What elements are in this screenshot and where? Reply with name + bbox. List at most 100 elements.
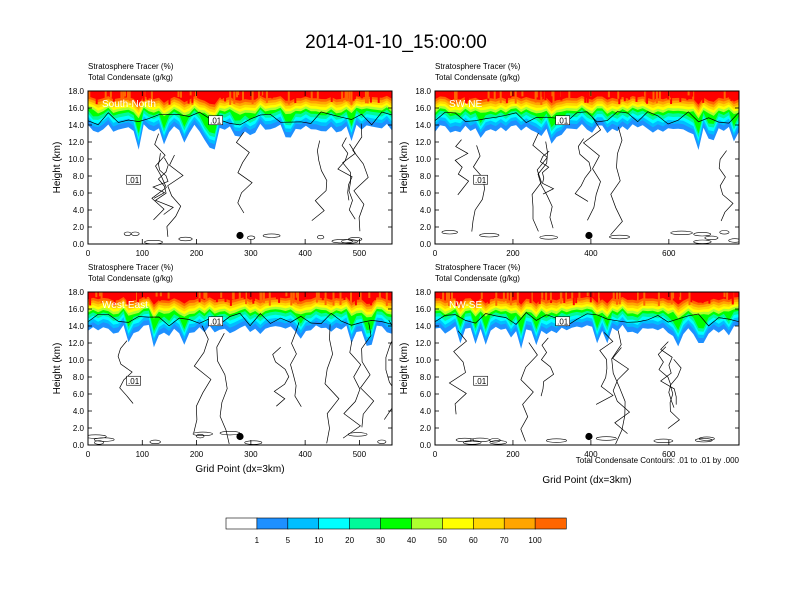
condensate-contour xyxy=(670,230,693,235)
tracer-streak xyxy=(330,91,333,102)
tracer-streak xyxy=(260,292,263,301)
y-tick-label: 12.0 xyxy=(415,339,431,348)
tracer-streak xyxy=(603,292,606,297)
x-tick-label: 200 xyxy=(506,249,520,258)
colorbar-cell xyxy=(503,517,536,530)
tracer-streak xyxy=(370,292,372,306)
condensate-contour xyxy=(537,141,554,229)
y-tick-label: 6.0 xyxy=(420,390,432,399)
tracer-streak xyxy=(506,292,509,303)
tracer-streak xyxy=(544,91,547,100)
tracer-band xyxy=(88,91,392,105)
tracer-streak xyxy=(251,91,254,105)
tracer-streak xyxy=(509,292,512,305)
tracer-streak xyxy=(599,292,602,299)
tracer-streak xyxy=(643,292,646,306)
tracer-streak xyxy=(158,292,161,301)
x-tick-label: 200 xyxy=(506,450,520,459)
tracer-streak xyxy=(499,91,502,104)
tracer-streak xyxy=(652,91,655,103)
tracer-streak xyxy=(261,91,264,96)
tracer-streak xyxy=(332,292,335,306)
tracer-streak xyxy=(243,292,246,300)
condensate-contour xyxy=(342,143,356,220)
condensate-contour xyxy=(352,123,369,232)
tracer-streak xyxy=(457,292,460,302)
condensate-contour xyxy=(704,235,719,240)
condensate-contour xyxy=(718,150,734,222)
tracer-streak xyxy=(310,292,313,297)
tracer-streak xyxy=(598,292,600,304)
tracer-streak xyxy=(510,91,512,96)
tracer-streak xyxy=(571,292,574,298)
condensate-contour xyxy=(93,437,115,442)
contour-label: Total Condensate (g/kg) xyxy=(88,73,173,82)
contour-tag-label: .01 xyxy=(210,116,222,125)
plot-frame xyxy=(434,291,740,446)
condensate-contour xyxy=(612,347,631,434)
contour-tag-box xyxy=(555,316,570,327)
tracer-streak xyxy=(545,292,548,304)
tracer-streak xyxy=(127,91,129,98)
tracer-streak xyxy=(350,91,353,105)
condensate-contour xyxy=(130,231,140,236)
tracer-streak xyxy=(594,292,597,299)
condensate-contour xyxy=(435,312,739,327)
tracer-streak xyxy=(493,91,496,100)
y-tick-label: 18.0 xyxy=(68,87,84,96)
panel-nw-se: Stratosphere Tracer (%) Total Condensate … xyxy=(399,263,740,459)
tracer-streak xyxy=(471,292,474,299)
location-marker xyxy=(236,231,244,240)
tracer-streak xyxy=(607,91,610,98)
tracer-streak xyxy=(220,292,223,298)
condensate-contour xyxy=(595,436,617,441)
y-tick-label: 2.0 xyxy=(73,424,85,433)
tracer-streak xyxy=(389,292,392,301)
y-tick-label: 14.0 xyxy=(68,322,84,331)
tracer-streak xyxy=(451,292,453,300)
tracer-streak xyxy=(708,292,711,304)
condensate-contour xyxy=(479,233,500,238)
tracer-streak xyxy=(310,91,313,100)
tracer-streak xyxy=(703,292,705,302)
condensate-contour xyxy=(540,337,555,397)
tracer-streak xyxy=(731,292,734,305)
y-tick-label: 16.0 xyxy=(415,305,431,314)
tracer-streak xyxy=(672,292,675,299)
tracer-streak xyxy=(203,292,206,299)
y-tick-label: 0.0 xyxy=(73,441,85,450)
contour-tag-label: .01 xyxy=(557,116,569,125)
y-axis-label: Height (km) xyxy=(399,142,410,194)
tracer-streak xyxy=(467,91,470,101)
tracer-streak xyxy=(222,91,225,96)
tracer-streak xyxy=(687,91,690,96)
tracer-streak xyxy=(646,91,649,104)
tracer-streak xyxy=(189,91,192,96)
tracer-streak xyxy=(686,91,689,101)
tracer-streak xyxy=(99,292,102,297)
tracer-streak xyxy=(359,292,362,302)
y-tick-label: 4.0 xyxy=(420,407,432,416)
tracer-streak xyxy=(541,91,544,97)
tracer-streak xyxy=(519,292,522,301)
condensate-contour xyxy=(653,438,674,444)
tracer-streak xyxy=(369,91,372,103)
tracer-streak xyxy=(137,292,139,303)
tracer-streak xyxy=(446,292,448,302)
condensate-contour xyxy=(455,437,474,443)
tracer-streak xyxy=(606,91,609,96)
field-label: Stratosphere Tracer (%) xyxy=(435,263,521,272)
tracer-streak xyxy=(704,292,707,297)
tracer-streak xyxy=(126,292,129,305)
tracer-streak xyxy=(168,292,171,299)
x-tick-label: 400 xyxy=(584,249,598,258)
tracer-streak xyxy=(290,292,293,306)
y-tick-label: 8.0 xyxy=(73,373,85,382)
tracer-streak xyxy=(535,91,538,98)
x-tick-label: 200 xyxy=(190,450,204,459)
condensate-contour xyxy=(728,238,739,243)
tracer-streak xyxy=(185,91,188,98)
contour-tag-box xyxy=(208,316,223,327)
condensate-contour xyxy=(520,342,538,442)
